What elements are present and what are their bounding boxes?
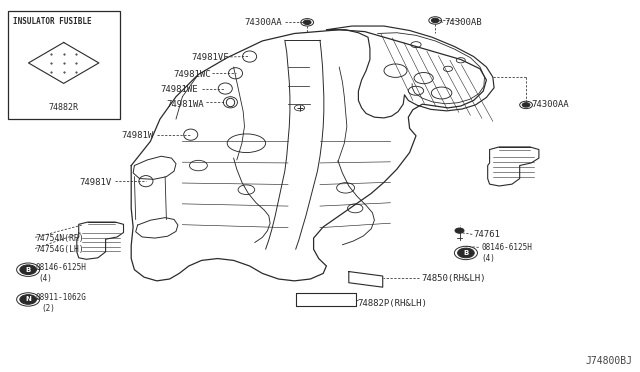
Circle shape bbox=[458, 248, 474, 258]
Circle shape bbox=[20, 295, 36, 304]
FancyBboxPatch shape bbox=[8, 11, 120, 119]
Text: 74981WE: 74981WE bbox=[161, 85, 198, 94]
Text: N: N bbox=[25, 296, 31, 302]
Text: (2): (2) bbox=[42, 304, 56, 312]
Text: 08146-6125H: 08146-6125H bbox=[481, 243, 532, 252]
Circle shape bbox=[431, 18, 439, 23]
Text: 08146-6125H: 08146-6125H bbox=[35, 263, 86, 272]
Text: B: B bbox=[463, 250, 468, 256]
Text: (4): (4) bbox=[481, 254, 495, 263]
Text: 74981VF: 74981VF bbox=[191, 53, 229, 62]
Text: 74300AA: 74300AA bbox=[244, 18, 282, 27]
Text: 74761: 74761 bbox=[474, 230, 500, 239]
Text: 74981WC: 74981WC bbox=[173, 70, 211, 79]
Text: (4): (4) bbox=[38, 274, 52, 283]
Text: 08911-1062G: 08911-1062G bbox=[35, 293, 86, 302]
Text: 74300AA: 74300AA bbox=[531, 100, 569, 109]
Text: B: B bbox=[26, 267, 31, 273]
Circle shape bbox=[20, 265, 36, 275]
Circle shape bbox=[455, 228, 464, 233]
Circle shape bbox=[522, 103, 530, 107]
Text: 74882R: 74882R bbox=[49, 103, 79, 112]
Text: 74981W: 74981W bbox=[122, 131, 154, 140]
Text: INSULATOR FUSIBLE: INSULATOR FUSIBLE bbox=[13, 17, 92, 26]
Text: J74800BJ: J74800BJ bbox=[586, 356, 632, 366]
Text: 74754N(RH): 74754N(RH) bbox=[35, 234, 84, 243]
Text: 74981V: 74981V bbox=[80, 178, 112, 187]
Text: 74882P(RH&LH): 74882P(RH&LH) bbox=[357, 299, 427, 308]
Text: 74300AB: 74300AB bbox=[445, 18, 483, 27]
Text: 74754G(LH): 74754G(LH) bbox=[35, 245, 84, 254]
Text: 74981WA: 74981WA bbox=[166, 100, 204, 109]
Text: 74850(RH&LH): 74850(RH&LH) bbox=[421, 275, 486, 283]
Circle shape bbox=[303, 20, 311, 25]
